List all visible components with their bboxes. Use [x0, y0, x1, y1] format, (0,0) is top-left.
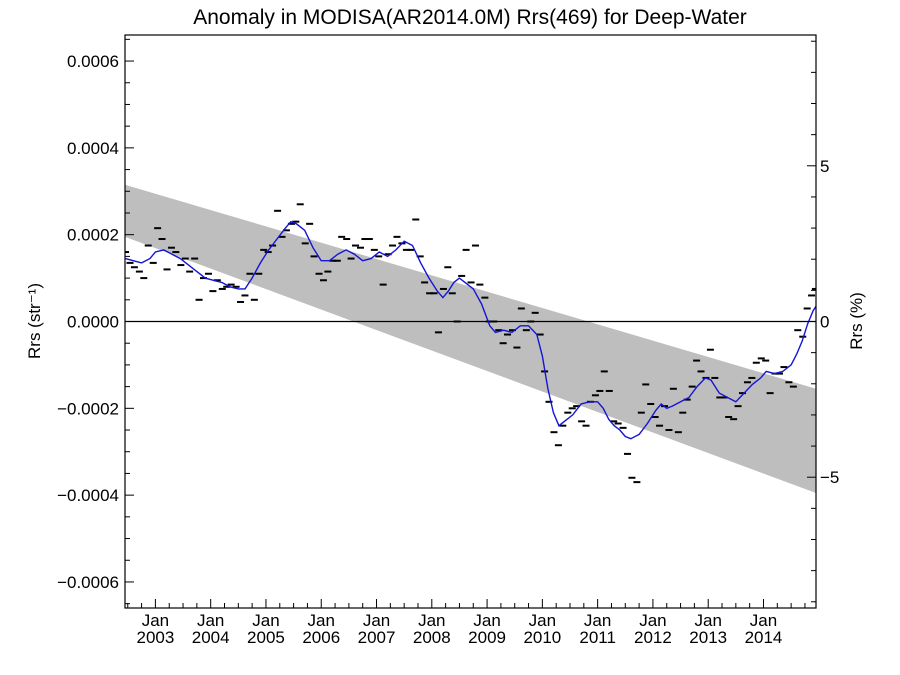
trend-band-layer	[125, 184, 816, 493]
x-tick-label-month: Jan	[750, 611, 777, 630]
x-tick-label-year: 2005	[247, 628, 285, 647]
y-left-tick-label: 0.0006	[67, 52, 119, 71]
y-left-tick-label: −0.0006	[57, 573, 119, 592]
trend-band	[125, 184, 816, 493]
y-left-tick-label: −0.0004	[57, 486, 119, 505]
smoothed-series-line	[125, 220, 816, 440]
x-tick-label-month: Jan	[529, 611, 556, 630]
x-tick-label-year: 2007	[358, 628, 396, 647]
smoothed-line-layer	[125, 220, 816, 440]
x-tick-label-month: Jan	[252, 611, 279, 630]
y-left-tick-label: −0.0002	[57, 399, 119, 418]
x-tick-label-year: 2013	[689, 628, 727, 647]
y-right-tick-label: 5	[820, 157, 829, 176]
y-left-tick-label: 0.0002	[67, 226, 119, 245]
y-left-tick-label: 0.0004	[67, 139, 119, 158]
chart-title: Anomaly in MODISA(AR2014.0M) Rrs(469) fo…	[193, 6, 747, 29]
x-tick-label-month: Jan	[363, 611, 390, 630]
x-tick-label-month: Jan	[584, 611, 611, 630]
axis-ticks-layer: 0.0006 0.0004 0.0002 0.0000 −0.0002 −0.0004 −0…	[57, 38, 839, 647]
x-tick-label-month: Jan	[308, 611, 335, 630]
x-tick-label-year: 2009	[468, 628, 506, 647]
y-axis-left-label: Rrs (str⁻¹)	[25, 283, 44, 359]
x-tick-label-year: 2010	[523, 628, 561, 647]
x-tick-label-month: Jan	[418, 611, 445, 630]
x-tick-label-year: 2004	[192, 628, 230, 647]
y-left-tick-label: 0.0000	[67, 313, 119, 332]
x-tick-label-year: 2011	[579, 628, 616, 647]
x-tick-label-month: Jan	[473, 611, 500, 630]
x-tick-label-year: 2003	[136, 628, 174, 647]
x-tick-label-year: 2006	[302, 628, 340, 647]
x-tick-label-year: 2014	[745, 628, 783, 647]
y-axis-right-label: Rrs (%)	[847, 292, 866, 350]
y-right-tick-label: −5	[820, 468, 839, 487]
x-tick-label-year: 2008	[413, 628, 451, 647]
y-right-tick-label: 0	[820, 313, 829, 332]
x-tick-label-month: Jan	[197, 611, 224, 630]
x-tick-label-month: Jan	[639, 611, 666, 630]
x-tick-label-month: Jan	[694, 611, 721, 630]
monthly-points-layer	[125, 203, 816, 484]
x-tick-label-month: Jan	[142, 611, 169, 630]
x-tick-label-year: 2012	[634, 628, 672, 647]
